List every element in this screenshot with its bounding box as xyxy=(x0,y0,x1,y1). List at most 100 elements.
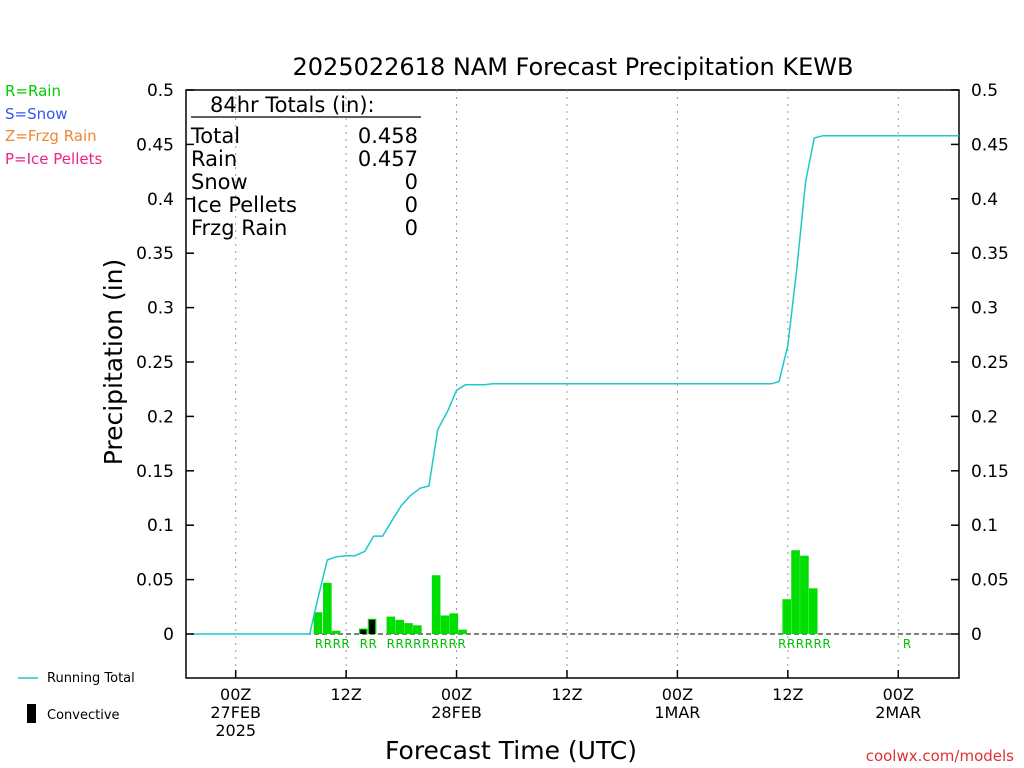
y-tick-label-right: 0.1 xyxy=(971,516,998,536)
x-tick-label: 00Z xyxy=(441,685,472,704)
totals-label-frzg-rain: Frzg Rain xyxy=(191,216,287,240)
x-tick-label: 1MAR xyxy=(654,703,700,722)
x-tick-label: 2025 xyxy=(215,721,256,740)
running-total-legend-label: Running Total xyxy=(47,671,135,686)
x-tick-label: 12Z xyxy=(330,685,361,704)
precip-bars xyxy=(313,550,818,634)
precip-type-code: R xyxy=(404,637,412,651)
precip-bar xyxy=(323,582,332,634)
totals-box: 84hr Totals (in): Total 0.458 Rain 0.457… xyxy=(190,93,421,240)
y-tick-label-left: 0.05 xyxy=(136,571,174,591)
precip-type-code: R xyxy=(324,637,332,651)
y-tick-label-left: 0.2 xyxy=(147,407,174,427)
precip-bar xyxy=(458,629,467,634)
x-tick-label: 00Z xyxy=(662,685,693,704)
x-gridlines xyxy=(235,90,899,678)
precip-bar xyxy=(440,615,450,634)
y-tick-label-left: 0.25 xyxy=(136,353,174,373)
precip-type-code: R xyxy=(903,637,911,651)
precip-bar xyxy=(791,550,800,634)
precip-type-code: R xyxy=(396,637,404,651)
x-tick-label: 28FEB xyxy=(431,703,482,722)
x-axis-label: Forecast Time (UTC) xyxy=(385,736,637,765)
precip-type-code: R xyxy=(457,637,465,651)
x-tick-label: 00Z xyxy=(883,685,914,704)
precip-bar xyxy=(386,616,396,634)
precip-type-code: R xyxy=(787,637,795,651)
precip-bar xyxy=(782,599,792,634)
precip-type-code: R xyxy=(315,637,323,651)
x-tick-label: 12Z xyxy=(772,685,803,704)
y-tick-label-left: 0.4 xyxy=(147,190,174,210)
convective-legend-label: Convective xyxy=(47,708,120,723)
precip-bar xyxy=(808,588,818,634)
precip-bar xyxy=(331,630,341,634)
precip-type-code: R xyxy=(341,637,349,651)
convective-legend-swatch xyxy=(27,704,36,723)
precip-type-code: R xyxy=(796,637,804,651)
precip-bar xyxy=(404,623,413,634)
precip-bar xyxy=(313,612,323,634)
legend-frzg-rain: Z=Frzg Rain xyxy=(5,127,97,145)
chart-title: 2025022618 NAM Forecast Precipitation KE… xyxy=(293,53,854,81)
precip-type-code: R xyxy=(805,637,813,651)
y-tick-label-right: 0 xyxy=(971,625,982,645)
y-tick-label-right: 0.3 xyxy=(971,299,998,319)
y-axis-ticks: 0.5 0.5 0.45 0.45 0.4 0.4 0.35 0.35 0.3 0.3 0.25 0.… xyxy=(136,81,1009,645)
y-tick-label-right: 0.5 xyxy=(971,81,998,101)
y-tick-label-left: 0.45 xyxy=(136,135,174,155)
precip-type-code: R xyxy=(422,637,430,651)
totals-value-total: 0.458 xyxy=(358,124,418,148)
y-axis-label: Precipitation (in) xyxy=(99,259,128,466)
y-tick-label-right: 0.35 xyxy=(971,244,1009,264)
y-tick-label-right: 0.4 xyxy=(971,190,998,210)
totals-label-total: Total xyxy=(190,124,240,148)
plot-frame xyxy=(185,89,960,679)
y-tick-label-left: 0.5 xyxy=(147,81,174,101)
precip-type-code: R xyxy=(813,637,821,651)
precip-type-code: R xyxy=(431,637,439,651)
y-tick-label-left: 0 xyxy=(163,625,174,645)
convective-bar xyxy=(360,629,367,634)
y-tick-label-right: 0.05 xyxy=(971,571,1009,591)
y-tick-label-left: 0.15 xyxy=(136,462,174,482)
precip-type-code: R xyxy=(822,637,830,651)
totals-heading: 84hr Totals (in): xyxy=(210,93,375,117)
y-tick-label-right: 0.45 xyxy=(971,135,1009,155)
precip-type-code: R xyxy=(449,637,457,651)
precip-type-code: R xyxy=(333,637,341,651)
totals-value-snow: 0 xyxy=(405,170,418,194)
y-tick-label-left: 0.1 xyxy=(147,516,174,536)
convective-bar xyxy=(369,619,376,634)
precip-type-code: R xyxy=(368,637,376,651)
totals-value-frzg-rain: 0 xyxy=(405,216,418,240)
totals-value-rain: 0.457 xyxy=(358,147,418,171)
convective-bars xyxy=(360,619,376,634)
totals-label-rain: Rain xyxy=(191,147,237,171)
x-tick-label: 27FEB xyxy=(210,703,261,722)
y-tick-label-left: 0.3 xyxy=(147,299,174,319)
totals-value-ice-pellets: 0 xyxy=(405,193,418,217)
running-total-line xyxy=(189,134,959,635)
y-tick-label-left: 0.35 xyxy=(136,244,174,264)
y-tick-label-right: 0.25 xyxy=(971,353,1009,373)
precip-type-code: R xyxy=(440,637,448,651)
precip-bar xyxy=(395,619,404,634)
y-tick-label-right: 0.15 xyxy=(971,462,1009,482)
legend-rain: R=Rain xyxy=(5,82,61,100)
precip-type-code: R xyxy=(360,637,368,651)
precip-type-code: R xyxy=(387,637,395,651)
y-tick-label-right: 0.2 xyxy=(971,407,998,427)
precip-bar xyxy=(800,555,809,634)
precip-type-code: R xyxy=(413,637,421,651)
x-tick-label: 2MAR xyxy=(875,703,921,722)
precip-type-code: R xyxy=(778,637,786,651)
precip-bar xyxy=(449,613,459,634)
totals-label-snow: Snow xyxy=(191,170,248,194)
precip-bar xyxy=(413,625,422,634)
credit-text: coolwx.com/models xyxy=(866,747,1014,765)
totals-label-ice-pellets: Ice Pellets xyxy=(191,193,297,217)
